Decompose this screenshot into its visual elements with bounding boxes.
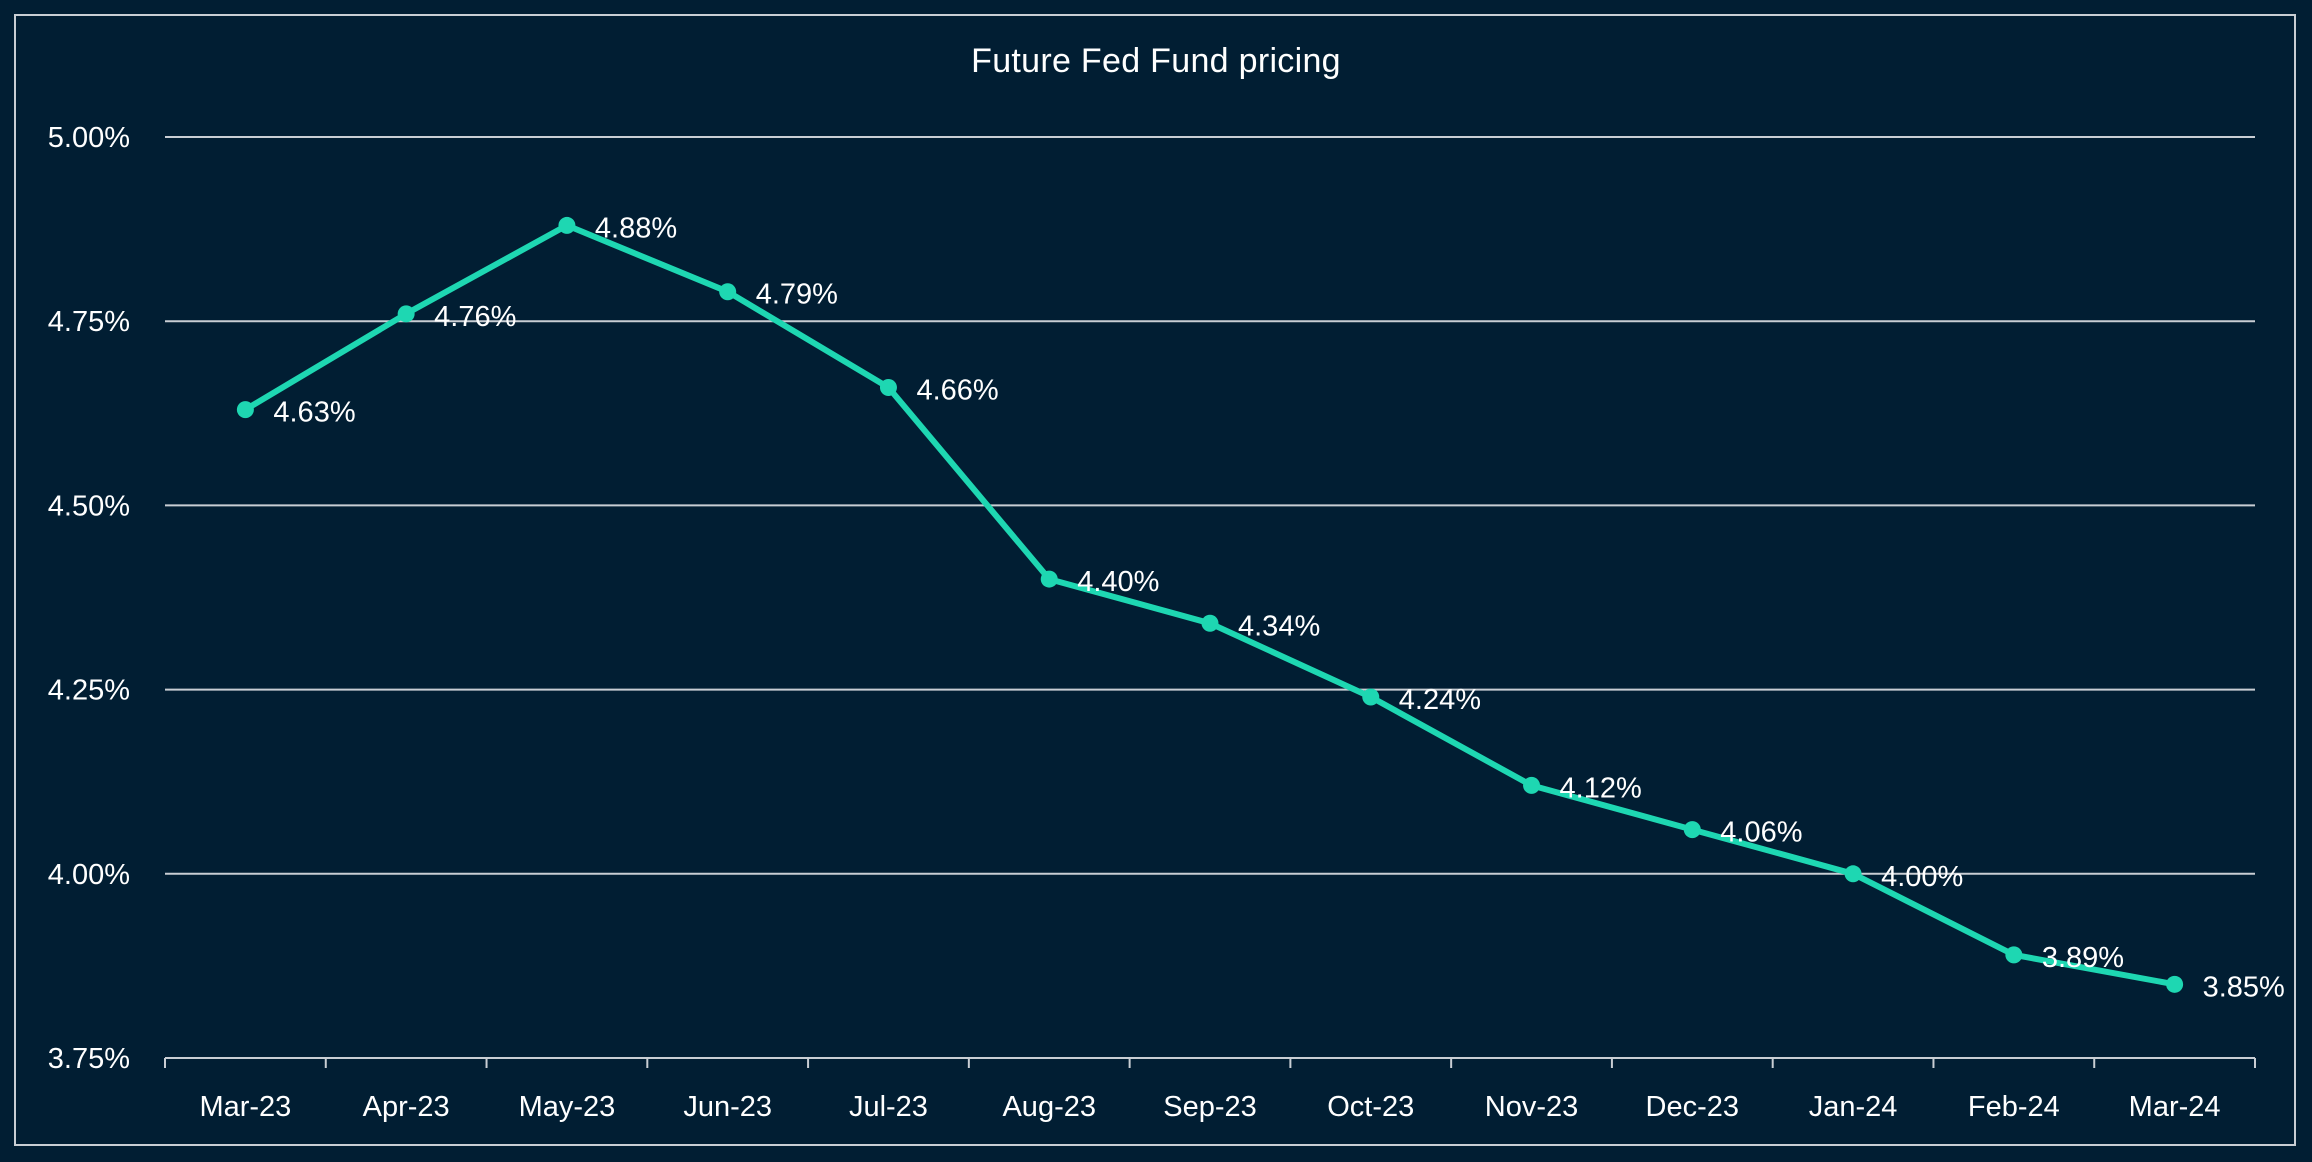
x-tick-label: Mar-23: [199, 1091, 291, 1123]
x-tick-label: Nov-23: [1485, 1091, 1579, 1123]
chart-title: Future Fed Fund pricing: [971, 42, 1341, 80]
data-labels: 4.63% 4.76% 4.88% 4.79% 4.66% 4.40% 4.34% 4.24%…: [273, 212, 2284, 1003]
data-label: 4.63%: [273, 397, 355, 429]
data-point: [2166, 975, 2184, 993]
x-tick-label: Aug-23: [1002, 1091, 1096, 1123]
data-point: [2005, 946, 2023, 964]
data-label: 4.06%: [1720, 817, 1802, 849]
data-point: [1201, 614, 1219, 632]
y-tick-label: 3.75%: [48, 1043, 130, 1075]
data-point: [1844, 865, 1862, 883]
data-label: 4.34%: [1238, 610, 1320, 642]
data-point: [236, 401, 254, 419]
x-tick-label: May-23: [519, 1091, 616, 1123]
data-label: 4.00%: [1881, 861, 1963, 893]
data-label: 4.76%: [434, 301, 516, 333]
x-axis-labels: Mar-23 Apr-23 May-23 Jun-23 Jul-23 Aug-23 Sep-…: [199, 1091, 2220, 1123]
data-point: [1523, 776, 1541, 794]
data-point: [558, 216, 576, 234]
gridlines: [165, 136, 2255, 875]
data-label: 3.85%: [2203, 971, 2285, 1003]
x-tick-label: Jan-24: [1809, 1091, 1898, 1123]
data-point: [719, 283, 737, 301]
y-tick-label: 4.25%: [48, 675, 130, 707]
y-tick-label: 4.75%: [48, 306, 130, 338]
y-tick-label: 4.50%: [48, 490, 130, 522]
data-points: [236, 216, 2184, 993]
y-tick-label: 4.00%: [48, 859, 130, 891]
x-tick-label: Mar-24: [2129, 1091, 2221, 1123]
data-label: 4.40%: [1077, 566, 1159, 598]
data-point: [1040, 570, 1058, 588]
data-label: 4.88%: [595, 212, 677, 244]
data-label: 3.89%: [2042, 942, 2124, 974]
data-point: [1683, 821, 1701, 839]
x-tick-label: Oct-23: [1327, 1091, 1414, 1123]
data-label: 4.79%: [756, 279, 838, 311]
x-tick-label: Jun-23: [683, 1091, 772, 1123]
data-point: [879, 379, 897, 397]
x-tick-label: Dec-23: [1646, 1091, 1740, 1123]
x-axis: [164, 1057, 2256, 1068]
chart-frame: [14, 14, 2296, 1146]
data-label: 4.66%: [916, 375, 998, 407]
y-axis-labels: 3.75% 4.00% 4.25% 4.50% 4.75% 5.00%: [48, 122, 130, 1075]
x-tick-label: Apr-23: [363, 1091, 450, 1123]
data-label: 4.12%: [1560, 772, 1642, 804]
x-tick-label: Jul-23: [849, 1091, 928, 1123]
x-tick-label: Feb-24: [1968, 1091, 2060, 1123]
data-label: 4.24%: [1399, 684, 1481, 716]
data-point: [397, 305, 415, 323]
data-point: [1362, 688, 1380, 706]
x-tick-label: Sep-23: [1163, 1091, 1257, 1123]
y-tick-label: 5.00%: [48, 122, 130, 154]
